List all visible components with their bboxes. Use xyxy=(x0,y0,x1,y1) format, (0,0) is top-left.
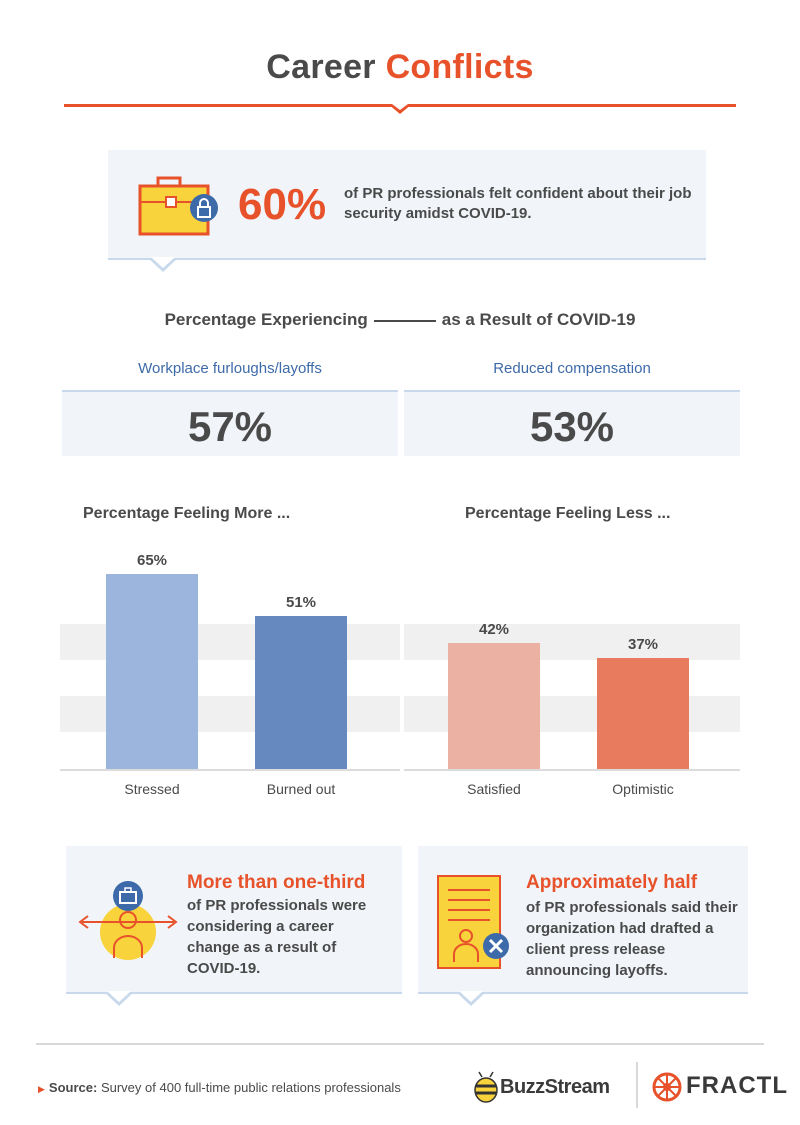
card-text-career: of PR professionals were considering a c… xyxy=(187,897,367,977)
hero-callout-pointer-inner xyxy=(151,257,175,268)
chart-more: 65% Stressed 51% Burned out xyxy=(60,540,400,810)
experiencing-title-after: as a Result of COVID-19 xyxy=(441,310,636,329)
bar-satisfied xyxy=(448,643,540,769)
card-rule xyxy=(66,992,402,994)
fractl-logo-icon xyxy=(652,1072,682,1102)
category-label: Optimistic xyxy=(612,781,674,797)
card-rule xyxy=(418,992,748,994)
category-label: Satisfied xyxy=(467,781,521,797)
bar-value-label: 37% xyxy=(627,636,659,653)
footer-divider xyxy=(36,1043,764,1045)
logo-divider xyxy=(636,1062,638,1108)
card-head-career: More than one-third xyxy=(187,872,366,893)
category-label: Stressed xyxy=(124,781,180,797)
source-text: Survey of 400 full-time public relations… xyxy=(100,1080,401,1095)
card-head-press: Approximately half xyxy=(526,872,698,893)
blank-line xyxy=(373,319,436,322)
title-divider-notch-inner xyxy=(392,104,408,110)
card-pointer-inner xyxy=(459,991,483,1002)
chart-less: 42% Satisfied 37% Optimistic xyxy=(404,540,740,810)
stat-value-compensation: 53% xyxy=(529,403,615,450)
page-title: Career Conflicts xyxy=(0,48,800,87)
card-pointer-inner xyxy=(107,991,131,1002)
bar-value-label: 65% xyxy=(136,552,168,569)
stat-box-furloughs xyxy=(62,390,398,456)
source-note: ▶ Source: Survey of 400 full-time public … xyxy=(38,1080,401,1095)
chart-baseline xyxy=(404,769,740,771)
chart-title-more: Percentage Feeling More ... xyxy=(83,505,291,522)
experiencing-title-before: Percentage Experiencing xyxy=(164,310,368,329)
fractl-logo: FRACTL xyxy=(686,1072,788,1099)
stat-box-compensation xyxy=(404,390,740,456)
stat-label-compensation: Reduced compensation xyxy=(493,360,651,377)
bar-stressed xyxy=(106,574,198,769)
chart-title-less: Percentage Feeling Less ... xyxy=(465,505,671,522)
source-label: Source: xyxy=(48,1080,98,1095)
hero-percent: 60% xyxy=(238,180,327,229)
hero-text: of PR professionals felt confident about… xyxy=(344,185,692,222)
bar-optimistic xyxy=(597,658,689,769)
chart-baseline xyxy=(60,769,400,771)
bar-burned-out xyxy=(255,616,347,769)
stat-label-furloughs: Workplace furloughs/layoffs xyxy=(138,360,322,377)
bar-value-label: 51% xyxy=(285,594,317,611)
buzzstream-logo: BuzzStream xyxy=(500,1076,610,1098)
hero-callout-rule xyxy=(108,258,706,260)
press-release-icon xyxy=(437,875,509,969)
experiencing-title: Percentage Experiencing as a Result of CO… xyxy=(0,310,800,330)
card-text-press: of PR professionals said their organizat… xyxy=(526,899,738,979)
stat-value-furloughs: 57% xyxy=(187,403,273,450)
title-part2: Conflicts xyxy=(385,48,534,86)
career-change-icon xyxy=(78,881,178,960)
bee-logo-icon xyxy=(474,1071,498,1103)
category-label: Burned out xyxy=(266,781,336,797)
title-part1: Career xyxy=(266,48,376,86)
bullet-triangle-icon: ▶ xyxy=(38,1084,45,1094)
briefcase-lock-icon xyxy=(138,176,218,236)
bar-value-label: 42% xyxy=(478,621,510,638)
